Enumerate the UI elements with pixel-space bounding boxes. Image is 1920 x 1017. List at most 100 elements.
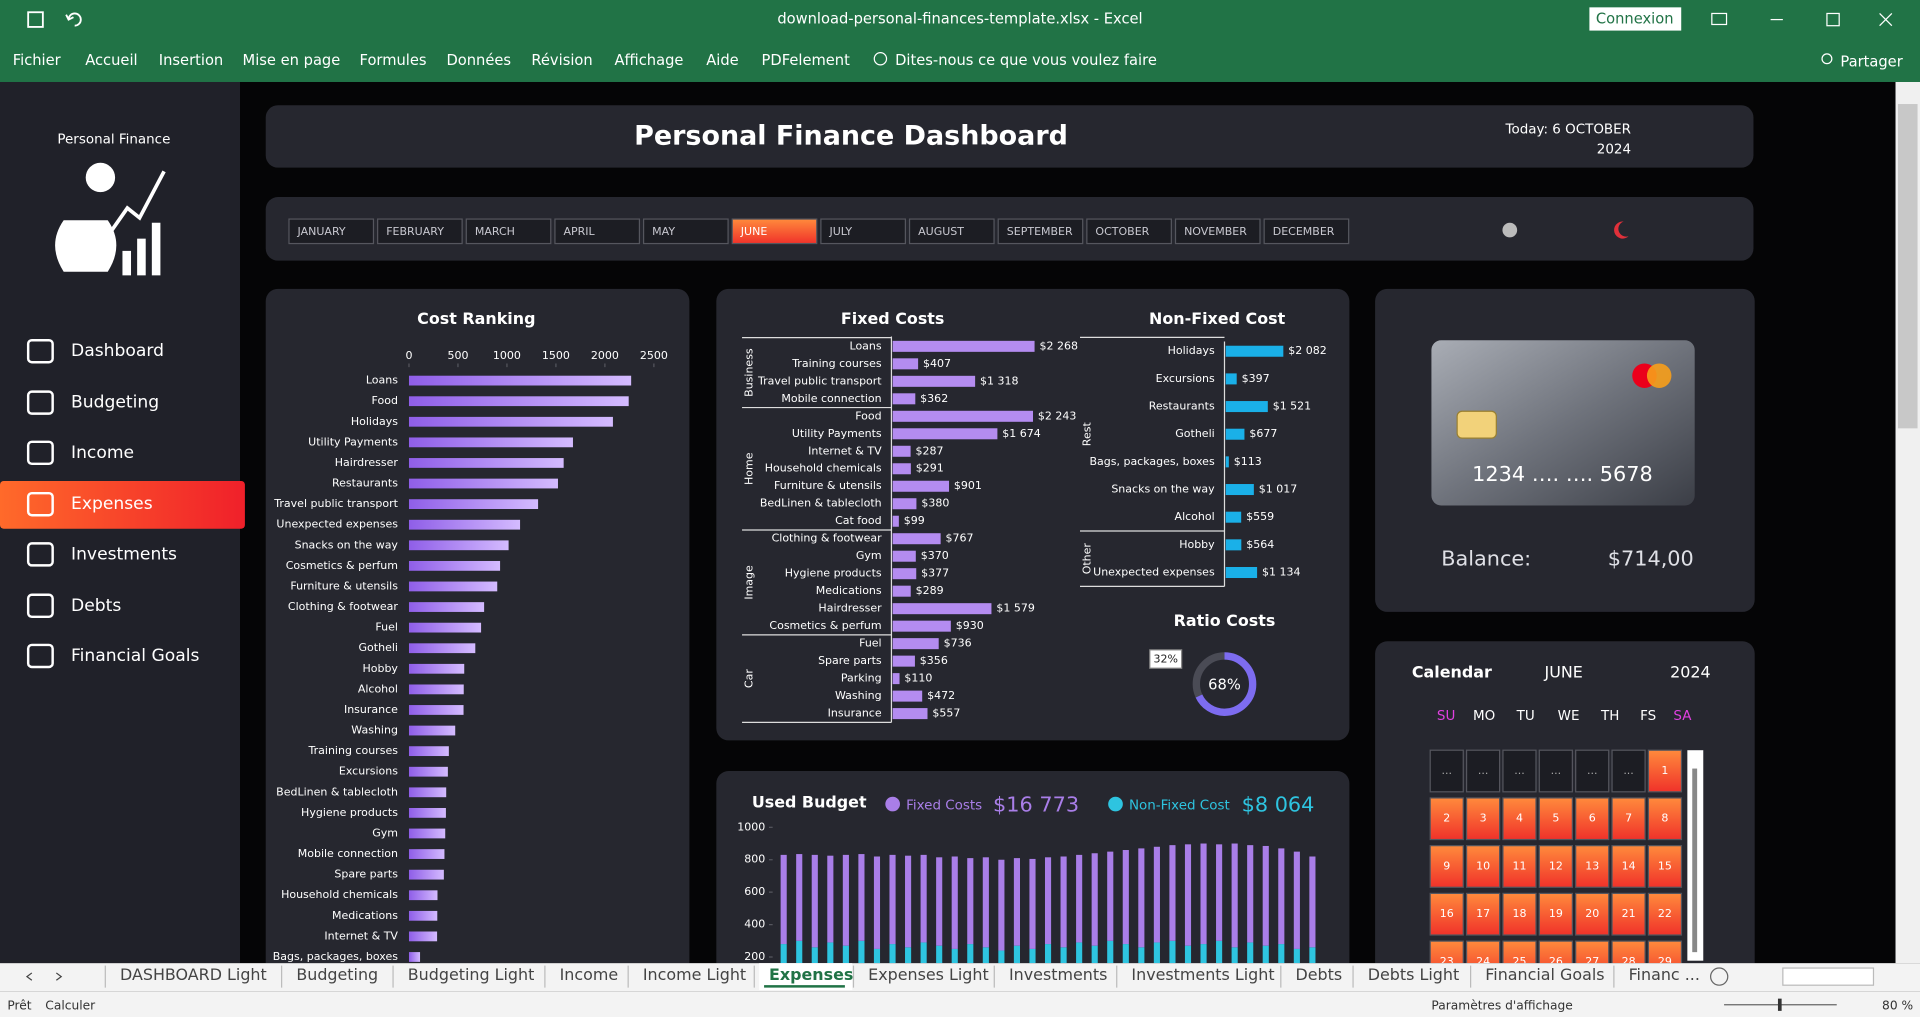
sheet-tab[interactable]: Debts Light xyxy=(1368,965,1459,984)
calendar-day[interactable]: 16 xyxy=(1440,907,1454,920)
calendar-day[interactable]: ... xyxy=(1514,764,1525,777)
sheet-tab[interactable]: Debts xyxy=(1296,965,1343,984)
sidebar-item[interactable]: Income xyxy=(71,443,134,463)
calendar-day[interactable]: 6 xyxy=(1589,812,1596,825)
month-label[interactable]: JUNE xyxy=(740,225,768,238)
calendar-cell[interactable] xyxy=(1611,892,1646,936)
sidebar-item[interactable]: Investments xyxy=(71,544,177,564)
sheet-tab[interactable]: Income Light xyxy=(643,965,746,984)
sidebar-item[interactable]: Financial Goals xyxy=(71,646,199,666)
calendar-cell[interactable] xyxy=(1538,797,1573,841)
calendar-day[interactable]: 24 xyxy=(1476,955,1490,968)
month-label[interactable]: FEBRUARY xyxy=(386,225,444,238)
calendar-day[interactable]: 5 xyxy=(1552,812,1559,825)
calendar-day[interactable]: 13 xyxy=(1585,859,1599,872)
calendar-cell[interactable] xyxy=(1465,749,1501,793)
ribbon-tab[interactable]: Formules xyxy=(360,52,427,69)
month-button[interactable] xyxy=(820,218,907,245)
ribbon-tab[interactable]: Accueil xyxy=(85,52,137,69)
calendar-cell[interactable] xyxy=(1465,892,1501,936)
calendar-cell[interactable] xyxy=(1611,797,1646,841)
sheet-tab[interactable]: Financ ... xyxy=(1629,965,1700,984)
month-button[interactable] xyxy=(1263,218,1350,245)
sidebar-item[interactable]: Debts xyxy=(71,596,121,616)
month-button[interactable] xyxy=(997,218,1084,245)
calendar-day[interactable]: 23 xyxy=(1440,955,1454,968)
calendar-cell[interactable] xyxy=(1429,797,1464,841)
calendar-day[interactable]: 20 xyxy=(1585,907,1599,920)
calendar-cell[interactable] xyxy=(1575,797,1610,841)
sidebar-item[interactable]: Expenses xyxy=(71,494,153,514)
calendar-day[interactable]: ... xyxy=(1587,764,1598,777)
calendar-day[interactable]: 28 xyxy=(1622,955,1636,968)
sheet-tab[interactable]: Income xyxy=(560,965,619,984)
calendar-cell[interactable] xyxy=(1502,797,1537,841)
calendar-cell[interactable] xyxy=(1575,845,1610,888)
month-button[interactable] xyxy=(465,218,552,245)
calendar-day[interactable]: 17 xyxy=(1476,907,1490,920)
calendar-cell[interactable] xyxy=(1502,940,1537,983)
calendar-cell[interactable] xyxy=(1538,892,1573,936)
ribbon-tab[interactable]: Données xyxy=(446,52,511,69)
signin-button[interactable] xyxy=(1589,7,1682,31)
calendar-day[interactable]: 18 xyxy=(1512,907,1526,920)
month-label[interactable]: AUGUST xyxy=(918,225,964,238)
tell-me[interactable]: Dites-nous ce que vous voulez faire xyxy=(895,52,1157,69)
zoom-thumb[interactable] xyxy=(1777,998,1782,1011)
ribbon-tab[interactable]: Affichage xyxy=(615,52,684,69)
month-button[interactable] xyxy=(731,218,818,245)
calendar-day[interactable]: 7 xyxy=(1625,812,1632,825)
calendar-cell[interactable] xyxy=(1575,940,1610,983)
calendar-cell[interactable] xyxy=(1538,749,1573,793)
calendar-cell[interactable] xyxy=(1502,845,1537,888)
month-label[interactable]: SEPTEMBER xyxy=(1007,225,1073,238)
calendar-cell[interactable] xyxy=(1465,940,1501,983)
ribbon-tab[interactable]: Mise en page xyxy=(243,52,341,69)
calendar-day[interactable]: 14 xyxy=(1622,859,1636,872)
calendar-cell[interactable] xyxy=(1647,940,1683,983)
month-button[interactable] xyxy=(642,218,729,245)
calendar-day[interactable]: 11 xyxy=(1512,859,1526,872)
calendar-cell[interactable] xyxy=(1611,845,1646,888)
sheet-tab[interactable]: Investments xyxy=(1009,965,1107,984)
month-label[interactable]: OCTOBER xyxy=(1095,225,1149,238)
add-sheet[interactable] xyxy=(1710,967,1729,986)
vscroll-thumb[interactable] xyxy=(1897,104,1918,429)
month-label[interactable]: APRIL xyxy=(564,225,596,238)
calendar-day[interactable]: 1 xyxy=(1661,764,1668,777)
month-label[interactable]: JULY xyxy=(828,225,852,238)
calendar-cell[interactable] xyxy=(1502,749,1537,793)
calendar-day[interactable]: ... xyxy=(1551,764,1562,777)
month-label[interactable]: DECEMBER xyxy=(1273,225,1335,238)
undo-icon[interactable] xyxy=(65,12,82,27)
month-label[interactable]: NOVEMBER xyxy=(1184,225,1247,238)
calendar-day[interactable]: 10 xyxy=(1476,859,1490,872)
calendar-cell[interactable] xyxy=(1611,749,1646,793)
calendar-day[interactable]: 26 xyxy=(1549,955,1563,968)
calendar-day[interactable]: 21 xyxy=(1622,907,1636,920)
calendar-day[interactable]: 25 xyxy=(1512,955,1526,968)
ribbon-tab[interactable]: Aide xyxy=(706,52,738,69)
calendar-cell[interactable] xyxy=(1647,892,1683,936)
month-button[interactable] xyxy=(908,218,995,245)
calendar-cell[interactable] xyxy=(1538,940,1573,983)
ribbon-tab[interactable]: PDFelement xyxy=(762,52,851,69)
ribbon-tab[interactable]: Révision xyxy=(531,52,592,69)
calendar-cell[interactable] xyxy=(1429,845,1464,888)
sheet-tab[interactable]: Budgeting xyxy=(296,965,378,984)
calendar-cell[interactable] xyxy=(1575,892,1610,936)
calendar-day[interactable]: 4 xyxy=(1516,812,1523,825)
ribbon-tab[interactable]: Fichier xyxy=(13,52,62,69)
calendar-day[interactable]: 29 xyxy=(1658,955,1672,968)
calendar-cell[interactable] xyxy=(1465,797,1501,841)
sheet-tab[interactable]: DASHBOARD Light xyxy=(120,965,267,984)
calendar-cell[interactable] xyxy=(1502,892,1537,936)
calendar-cell[interactable] xyxy=(1647,749,1683,793)
month-button[interactable] xyxy=(288,218,375,245)
calendar-day[interactable]: ... xyxy=(1478,764,1489,777)
calendar-cell[interactable] xyxy=(1429,749,1464,793)
status-display[interactable]: Paramètres d'affichage xyxy=(1431,998,1572,1012)
calendar-day[interactable]: 8 xyxy=(1661,812,1668,825)
calendar-cell[interactable] xyxy=(1465,845,1501,888)
calendar-day[interactable]: 9 xyxy=(1443,859,1450,872)
